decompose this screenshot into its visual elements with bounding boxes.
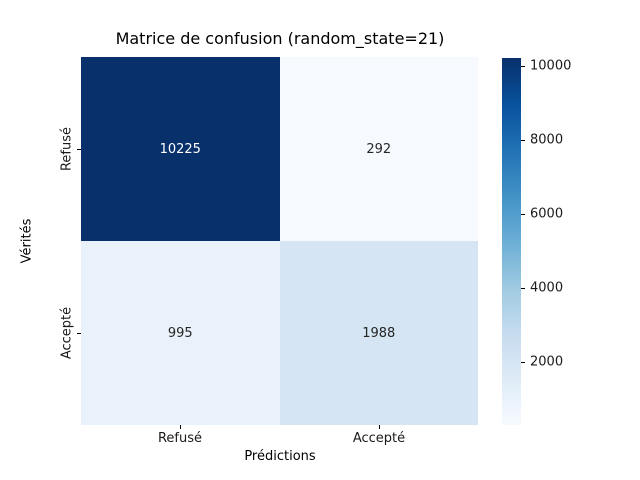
colorbar-tickmark-6000 — [521, 214, 525, 215]
x-tick-label-accepte: Accepté — [352, 431, 406, 446]
chart-title: Matrice de confusion (random_state=21) — [115, 29, 445, 48]
colorbar-tick-label-2000: 2000 — [530, 354, 564, 370]
x-tickmark-refuse — [180, 425, 181, 429]
colorbar-tickmark-4000 — [521, 288, 525, 289]
cell-annotation: 1988 — [362, 325, 396, 341]
colorbar-tick-label-6000: 6000 — [530, 206, 564, 222]
cell-annotation: 10225 — [159, 141, 201, 157]
x-axis-label: Prédictions — [244, 449, 316, 464]
heatmap-cell-true-accepte-pred-refuse: 995 — [81, 241, 280, 425]
colorbar-tickmark-10000 — [521, 66, 525, 67]
colorbar — [502, 58, 521, 425]
colorbar-tick-label-4000: 4000 — [530, 280, 564, 296]
heatmap-cell-true-accepte-pred-accepte: 1988 — [279, 241, 478, 425]
y-axis-label: Vérités — [19, 218, 35, 264]
cell-annotation: 995 — [167, 325, 193, 341]
x-tick-label-refuse: Refusé — [157, 431, 203, 446]
y-tick-label-accepte: Accepté — [59, 306, 75, 360]
y-tickmark-refuse — [77, 149, 81, 150]
heatmap-cell-true-refuse-pred-refuse: 10225 — [81, 57, 280, 241]
colorbar-tick-label-10000: 10000 — [530, 58, 572, 74]
colorbar-tickmark-2000 — [521, 362, 525, 363]
heatmap-cell-true-refuse-pred-accepte: 292 — [279, 57, 478, 241]
x-tickmark-accepte — [379, 425, 380, 429]
y-tickmark-accepte — [77, 333, 81, 334]
colorbar-tickmark-8000 — [521, 140, 525, 141]
cell-annotation: 292 — [366, 141, 392, 157]
colorbar-tick-label-8000: 8000 — [530, 132, 564, 148]
y-tick-label-refuse: Refusé — [59, 126, 75, 172]
heatmap-grid: 10225 292 995 1988 — [81, 57, 478, 425]
